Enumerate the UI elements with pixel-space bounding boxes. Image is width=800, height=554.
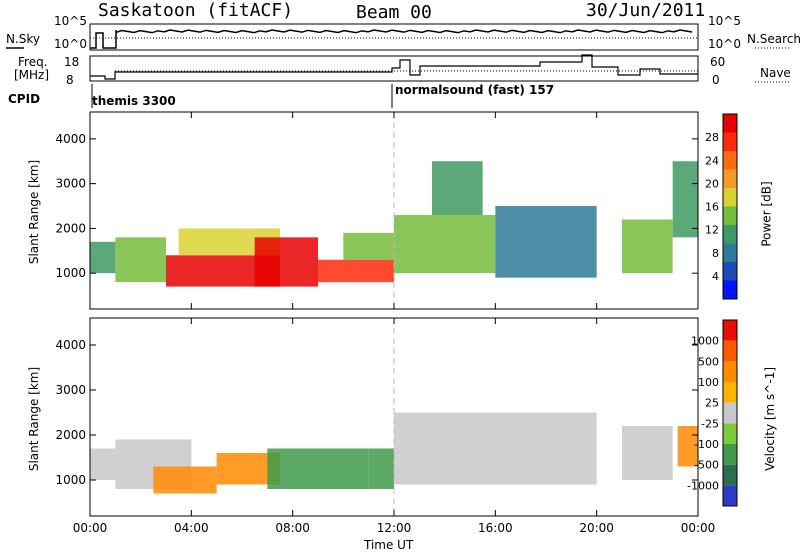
beam-title: Beam 00 (356, 2, 432, 23)
velocity-colorbar-tick: 1000 (691, 335, 719, 348)
power-heatmap (90, 161, 698, 287)
nave-tick-bottom: 0 (712, 73, 720, 87)
freq-label: Freq. (18, 55, 48, 69)
power-colorbar-segment (723, 169, 737, 188)
x-tick-label: 00:00 (73, 521, 108, 535)
power-region-6 (343, 232, 394, 260)
power-colorbar-segment (723, 206, 737, 225)
velocity-colorbar-tick: 25 (705, 397, 719, 410)
velocity-colorbar-tick: 500 (698, 355, 719, 368)
freq-tick-top: 18 (64, 55, 80, 69)
velocity-region-7 (622, 426, 673, 480)
cpid-mode-1: themis 3300 (92, 94, 176, 108)
cpid-mode-2: normalsound (fast) 157 (395, 83, 555, 97)
nsearch-tick-bottom: 10^0 (708, 37, 741, 51)
x-tick-label: 12:00 (377, 521, 412, 535)
nave-label: Nave (760, 66, 791, 80)
velocity-region-4 (267, 448, 369, 489)
velocity-colorbar-segment (723, 320, 737, 341)
power-region-4 (254, 237, 318, 287)
power-colorbar-tick: 24 (705, 154, 719, 167)
power-colorbar-frame (722, 113, 738, 300)
power-ytick-label: 2000 (55, 221, 86, 235)
velocity-ytick-label: 1000 (55, 473, 86, 487)
power-colorbar-tick: 8 (712, 247, 719, 260)
velocity-region-2 (153, 466, 217, 494)
velocity-region-0 (90, 448, 116, 480)
velocity-heatmap (90, 412, 698, 494)
power-region-1 (115, 237, 166, 283)
power-region-5 (318, 259, 394, 283)
nsky-trace (90, 29, 693, 49)
nsky-tick-bottom: 10^0 (54, 37, 87, 51)
velocity-region-6 (394, 412, 597, 485)
power-ytick-label: 1000 (55, 266, 86, 280)
freq-tick-bottom: 8 (66, 73, 74, 87)
velocity-colorbar-segment (723, 464, 737, 486)
velocity-ytick-label: 4000 (55, 338, 86, 352)
velocity-colorbar-frame (722, 319, 738, 507)
x-tick-label: 16:00 (478, 521, 513, 535)
power-region-11 (672, 161, 698, 238)
power-colorbar-tick: 20 (705, 177, 719, 190)
velocity-region-5 (368, 448, 394, 489)
velocity-colorbar-segment (723, 361, 737, 382)
strip-frame-1 (89, 23, 699, 51)
velocity-colorbar-segment (723, 382, 737, 403)
x-tick-label: 20:00 (579, 521, 614, 535)
x-axis-label: Time UT (364, 538, 414, 552)
velocity-colorbar-tick: -1000 (687, 479, 719, 492)
x-tick-label: 00:00 (681, 521, 716, 535)
site-title: Saskatoon (fitACF) (98, 0, 294, 21)
nave-tick-top: 60 (710, 55, 726, 69)
power-colorbar-segment (723, 225, 737, 244)
power-colorbar-tick: 4 (712, 270, 719, 283)
date-title: 30/Jun/2011 (586, 0, 706, 21)
velocity-ytick-label: 3000 (55, 383, 86, 397)
freq-trace (90, 54, 698, 80)
power-region-7 (394, 214, 496, 274)
nsky-label: N.Sky (6, 32, 41, 46)
strip-frame-2 (89, 55, 699, 82)
velocity-ytick-label: 2000 (55, 428, 86, 442)
freq-unit-label: [MHz] (14, 68, 50, 82)
power-ytick-label: 4000 (55, 132, 86, 146)
velocity-colorbar-segment (723, 485, 737, 506)
x-tick-label: 08:00 (275, 521, 310, 535)
power-colorbar-tick: 28 (705, 131, 719, 144)
power-colorbar-segment (723, 151, 737, 170)
velocity-colorbar-segment (723, 340, 737, 362)
power-colorbar-segment (723, 280, 737, 299)
nsearch-tick-top: 10^5 (708, 14, 741, 28)
velocity-colorbar-tick: -25 (701, 417, 719, 430)
velocity-colorbar-tick: -100 (694, 438, 719, 451)
power-colorbar-segment (723, 132, 737, 151)
velocity-colorbar-segment (723, 423, 737, 444)
velocity-colorbar-segment (723, 444, 737, 465)
velocity-colorbar-tick: -500 (694, 459, 719, 472)
power-colorbar-segment (723, 114, 737, 133)
cpid-label: CPID (8, 92, 41, 106)
power-region-10 (622, 219, 673, 274)
velocity-region-8 (677, 426, 698, 467)
power-region-8 (432, 161, 483, 215)
x-tick-label: 04:00 (174, 521, 209, 535)
power-colorbar-segment (723, 243, 737, 262)
power-colorbar-tick: 12 (705, 224, 719, 237)
nsky-tick-top: 10^5 (54, 14, 87, 28)
power-colorbar-segment (723, 262, 737, 281)
power-colorbar-tick: 16 (705, 201, 719, 214)
power-ytick-label: 3000 (55, 177, 86, 191)
velocity-colorbar-tick: 100 (698, 376, 719, 389)
power-colorbar-segment (723, 188, 737, 207)
power-region-9 (495, 206, 597, 278)
power-region-0 (90, 241, 116, 274)
nsearch-label: N.Search (747, 32, 800, 46)
velocity-colorbar-segment (723, 402, 737, 424)
